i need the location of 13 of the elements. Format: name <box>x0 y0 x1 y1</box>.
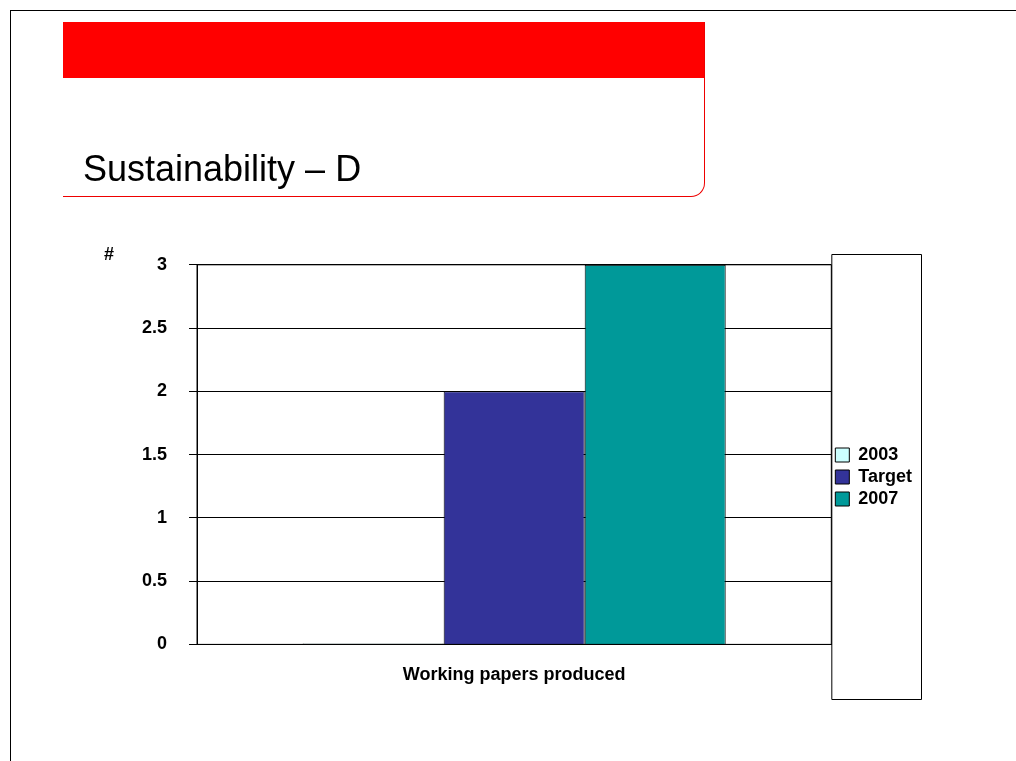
y-axis-title: # <box>104 243 115 264</box>
legend-label: 2007 <box>858 487 899 508</box>
chart-title: Sustainability – D <box>83 148 362 190</box>
y-tick-label: 2 <box>157 380 168 401</box>
legend-label: Target <box>858 465 913 486</box>
y-tick-label: 3 <box>157 253 168 274</box>
y-tick-label: 1 <box>157 506 168 527</box>
legend-label: 2003 <box>858 443 899 464</box>
y-tick-label: 0 <box>157 633 168 654</box>
x-tick-label: Working papers produced <box>402 664 626 685</box>
y-tick-label: 0.5 <box>141 570 168 591</box>
y-tick-label: 1.5 <box>141 443 168 464</box>
y-tick-label: 2.5 <box>141 317 168 338</box>
